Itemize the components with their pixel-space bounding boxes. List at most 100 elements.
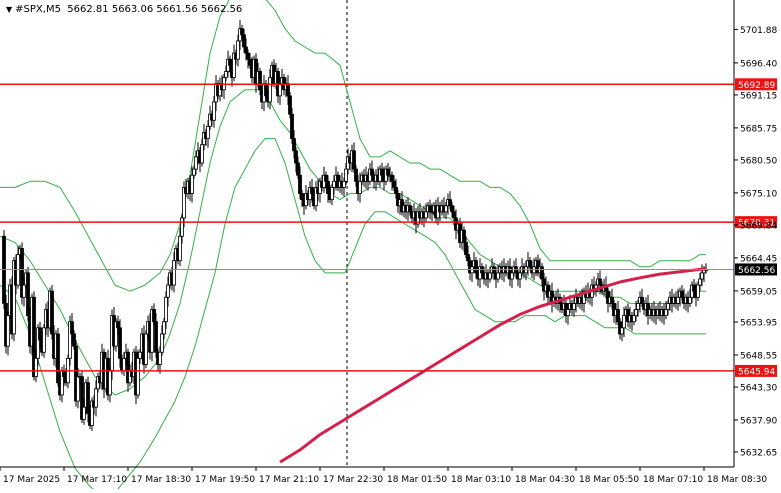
candle-body [150, 309, 154, 353]
candle-body [390, 174, 394, 182]
candle-body [178, 235, 182, 262]
candle-body [496, 272, 500, 280]
candle-body [138, 351, 142, 359]
bollinger-upper-line [0, 0, 706, 292]
candle-body [572, 302, 576, 310]
candle-body [264, 83, 268, 97]
candle-body [474, 260, 478, 274]
candle-body [116, 321, 120, 329]
moving-average-line [279, 267, 707, 464]
candle-body [518, 272, 522, 280]
candle-body [108, 370, 112, 396]
candle-body [622, 315, 626, 329]
x-tick-label: 18 Mar 08:30 [707, 475, 767, 485]
candle-body [424, 211, 428, 219]
y-tick-label: 5659.05 [740, 287, 777, 297]
candle-body [242, 34, 246, 48]
x-tick-label: 18 Mar 03:10 [451, 475, 511, 485]
candle-body [228, 58, 232, 66]
chart-title: ▼ #SPX,M5 5662.81 5663.06 5661.56 5662.56 [6, 4, 242, 15]
candle-body [352, 150, 356, 170]
candle-body [640, 296, 644, 304]
candle-body [136, 357, 140, 396]
candle-body [466, 254, 470, 262]
y-tick-label: 5643.30 [740, 384, 777, 394]
candle-body [240, 28, 244, 36]
candle-body [616, 309, 620, 323]
y-tick-label: 5664.45 [740, 254, 777, 264]
level-price-box-1 [735, 216, 777, 229]
x-tick-label: 18 Mar 04:30 [515, 475, 575, 485]
x-tick-label: 17 Mar 17:10 [67, 475, 127, 485]
candle-body [598, 278, 602, 286]
candle-body [636, 302, 640, 310]
candle-body [152, 309, 156, 323]
x-tick-label: 17 Mar 18:30 [131, 475, 191, 485]
candle-body [510, 272, 514, 280]
candle-body [298, 174, 302, 194]
x-tick-label: 18 Mar 05:50 [579, 475, 639, 485]
candle-body [118, 327, 122, 359]
candle-body [332, 180, 336, 188]
candle-body [172, 260, 176, 286]
candle-body [700, 272, 704, 280]
candle-body [698, 278, 702, 286]
candle-body [22, 284, 26, 298]
x-tick-label: 17 Mar 22:30 [323, 475, 383, 485]
candle-body [464, 241, 468, 255]
y-tick-label: 5675.10 [740, 189, 777, 199]
candle-body [160, 333, 164, 353]
x-tick-label: 17 Mar 2025 [3, 475, 60, 485]
candle-body [248, 58, 252, 66]
candle-body [380, 168, 384, 176]
candle-body [194, 156, 198, 170]
candle-body [452, 211, 456, 219]
x-tick-label: 17 Mar 21:10 [259, 475, 319, 485]
candle-body [212, 101, 216, 121]
candle-body [664, 309, 668, 317]
candle-body [164, 296, 168, 323]
candle-body [80, 376, 84, 420]
candle-body [294, 150, 298, 164]
candle-body [192, 168, 196, 176]
candle-body [462, 229, 466, 243]
candle-body [72, 333, 76, 347]
dropdown-arrow-icon[interactable]: ▼ [6, 5, 13, 14]
candle-body [428, 205, 432, 213]
candle-body [268, 77, 272, 103]
candle-body [296, 162, 300, 176]
candle-body [692, 284, 696, 292]
candle-body [82, 406, 86, 420]
candle-body [12, 260, 16, 335]
candle-body [450, 205, 454, 213]
candle-body [444, 205, 448, 213]
level-price-label-0: 5692.89 [738, 81, 775, 91]
candle-body [122, 357, 126, 371]
candle-body [326, 180, 330, 194]
candle-body [288, 95, 292, 115]
candle-body [206, 125, 210, 139]
candle-body [370, 168, 374, 176]
candle-body [94, 388, 98, 408]
candle-body [236, 40, 240, 60]
y-tick-label: 5648.55 [740, 351, 777, 361]
candle-body [566, 309, 570, 317]
y-axis-ticks: 5701.88 5696.40 5691.15 5685.75 5680.50 5675.… [734, 26, 777, 459]
y-tick-label: 5696.40 [740, 59, 777, 69]
candle-body [324, 174, 328, 182]
candle-body [620, 327, 624, 335]
level-price-label-2: 5645.94 [738, 367, 775, 377]
current-price-box [735, 263, 777, 276]
candle-body [42, 327, 46, 353]
ohlc-values: 5662.81 5663.06 5661.56 5662.56 [67, 4, 243, 15]
candle-body [56, 333, 60, 384]
level-price-label-1: 5670.31 [738, 219, 775, 229]
candle-body [676, 296, 680, 304]
candle-body [26, 272, 30, 317]
y-tick-label: 5691.15 [740, 91, 777, 101]
bollinger-middle-line [0, 89, 706, 396]
candle-body [70, 321, 74, 335]
